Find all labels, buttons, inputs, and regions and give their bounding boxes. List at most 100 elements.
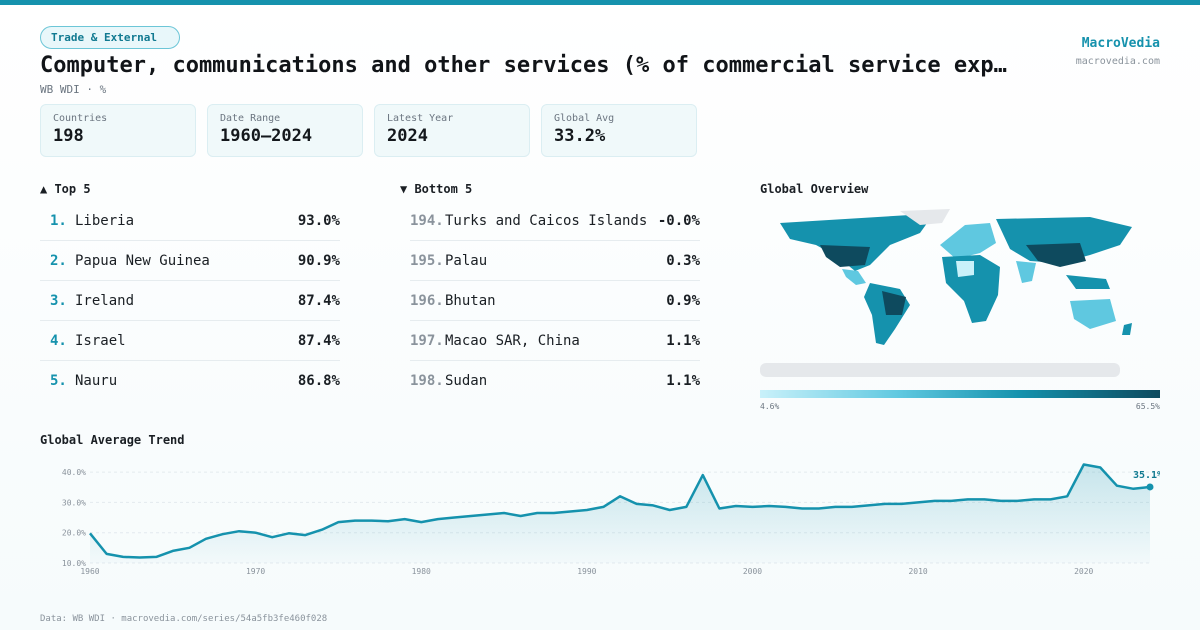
greenland-region xyxy=(900,209,950,225)
country-value: 0.3% xyxy=(666,253,700,269)
stat-label: Global Avg xyxy=(554,113,615,124)
europe-region[interactable] xyxy=(940,223,996,259)
list-item[interactable]: 197. Macao SAR, China 1.1% xyxy=(410,321,700,361)
legend-max-label: 65.5% xyxy=(1135,402,1160,411)
rank-number: 195. xyxy=(410,253,444,269)
top5-heading: ▲ Top 5 xyxy=(40,182,91,196)
bottom5-heading: ▼ Bottom 5 xyxy=(400,182,473,196)
central-america-region[interactable] xyxy=(842,269,866,285)
australia-region[interactable] xyxy=(1070,299,1116,329)
x-tick-label: 2010 xyxy=(908,567,927,576)
rank-number: 196. xyxy=(410,293,444,309)
y-tick-label: 10.0% xyxy=(62,559,86,568)
world-map-svg xyxy=(760,209,1132,377)
new-zealand-region[interactable] xyxy=(1122,323,1132,335)
rank-number: 5. xyxy=(50,373,67,389)
country-name: Bhutan xyxy=(445,293,496,309)
top-accent-bar xyxy=(0,0,1200,5)
x-tick-label: 1960 xyxy=(80,567,99,576)
country-value: 87.4% xyxy=(297,333,340,349)
y-tick-label: 20.0% xyxy=(62,529,86,538)
stat-card-global-avg: Global Avg 33.2% xyxy=(541,104,697,157)
y-tick-label: 30.0% xyxy=(62,498,86,507)
list-item[interactable]: 4. Israel 87.4% xyxy=(40,321,340,361)
trend-heading: Global Average Trend xyxy=(40,433,185,447)
country-value: -0.0% xyxy=(657,213,700,229)
list-item[interactable]: 194. Turks and Caicos Islands -0.0% xyxy=(410,201,700,241)
stat-card-countries: Countries 198 xyxy=(40,104,196,157)
country-name: Macao SAR, China xyxy=(445,333,580,349)
country-value: 87.4% xyxy=(297,293,340,309)
rank-number: 194. xyxy=(410,213,444,229)
trend-last-point[interactable] xyxy=(1146,483,1154,491)
africa-region[interactable] xyxy=(942,255,1000,323)
country-name: Liberia xyxy=(75,213,135,229)
brazil-region[interactable] xyxy=(882,291,906,315)
country-value: 1.1% xyxy=(666,333,700,349)
antarctica-region xyxy=(760,363,1120,377)
country-name: Palau xyxy=(445,253,488,269)
russia-asia-region[interactable] xyxy=(996,217,1132,263)
country-name: Papua New Guinea xyxy=(75,253,210,269)
x-tick-label: 1990 xyxy=(577,567,596,576)
x-tick-label: 2000 xyxy=(743,567,762,576)
top5-list: 1. Liberia 93.0% 2. Papua New Guinea 90.… xyxy=(40,201,340,401)
rank-number: 198. xyxy=(410,373,444,389)
map-heading: Global Overview xyxy=(760,182,869,196)
legend-min-label: 4.6% xyxy=(760,402,780,411)
y-tick-label: 40.0% xyxy=(62,468,86,477)
usa-region[interactable] xyxy=(820,245,870,267)
stat-label: Date Range xyxy=(220,113,281,124)
map-legend-gradient xyxy=(760,390,1160,398)
north-america-region[interactable] xyxy=(780,215,930,271)
country-value: 90.9% xyxy=(297,253,340,269)
stat-label: Latest Year xyxy=(387,113,454,124)
country-name: Sudan xyxy=(445,373,488,389)
china-region[interactable] xyxy=(1026,243,1086,267)
stat-card-latest-year: Latest Year 2024 xyxy=(374,104,530,157)
footer-source: Data: WB WDI · macrovedia.com/series/54a… xyxy=(40,614,328,624)
page-subtitle: WB WDI · % xyxy=(40,83,107,96)
list-item[interactable]: 198. Sudan 1.1% xyxy=(410,361,700,401)
stat-value: 198 xyxy=(53,126,84,146)
country-value: 93.0% xyxy=(297,213,340,229)
rank-number: 197. xyxy=(410,333,444,349)
india-region[interactable] xyxy=(1016,261,1036,283)
stat-value: 33.2% xyxy=(554,126,606,146)
southeast-asia-region[interactable] xyxy=(1066,275,1110,289)
bottom5-list: 194. Turks and Caicos Islands -0.0% 195.… xyxy=(410,201,700,401)
rank-number: 1. xyxy=(50,213,67,229)
rank-number: 2. xyxy=(50,253,67,269)
brand-url[interactable]: macrovedia.com xyxy=(1075,56,1160,67)
trend-last-value: 35.1% xyxy=(1133,470,1160,481)
trend-line xyxy=(89,463,1151,559)
country-name: Nauru xyxy=(75,373,118,389)
list-item[interactable]: 3. Ireland 87.4% xyxy=(40,281,340,321)
brand-logo[interactable]: MacroVedia xyxy=(1081,36,1160,51)
trend-chart[interactable]: 35.1% 10.0% 20.0% 30.0% 40.0% 1960 1970 1980 19… xyxy=(40,455,1160,580)
country-value: 0.9% xyxy=(666,293,700,309)
list-item[interactable]: 5. Nauru 86.8% xyxy=(40,361,340,401)
country-name: Ireland xyxy=(75,293,135,309)
page-title: Computer, communications and other servi… xyxy=(40,53,1007,78)
stat-label: Countries xyxy=(53,113,108,124)
stat-value: 2024 xyxy=(387,126,428,146)
x-tick-label: 1970 xyxy=(246,567,265,576)
category-badge[interactable]: Trade & External xyxy=(40,26,180,49)
trend-area xyxy=(90,464,1150,563)
country-name: Israel xyxy=(75,333,126,349)
x-tick-label: 1980 xyxy=(412,567,431,576)
stat-value: 1960–2024 xyxy=(220,126,313,146)
rank-number: 4. xyxy=(50,333,67,349)
list-item[interactable]: 1. Liberia 93.0% xyxy=(40,201,340,241)
list-item[interactable]: 195. Palau 0.3% xyxy=(410,241,700,281)
country-value: 1.1% xyxy=(666,373,700,389)
list-item[interactable]: 196. Bhutan 0.9% xyxy=(410,281,700,321)
stat-card-date-range: Date Range 1960–2024 xyxy=(207,104,363,157)
country-name: Turks and Caicos Islands xyxy=(445,213,648,229)
list-item[interactable]: 2. Papua New Guinea 90.9% xyxy=(40,241,340,281)
x-tick-label: 2020 xyxy=(1074,567,1093,576)
rank-number: 3. xyxy=(50,293,67,309)
world-choropleth-map[interactable] xyxy=(760,205,1160,383)
north-africa-region[interactable] xyxy=(956,261,974,277)
